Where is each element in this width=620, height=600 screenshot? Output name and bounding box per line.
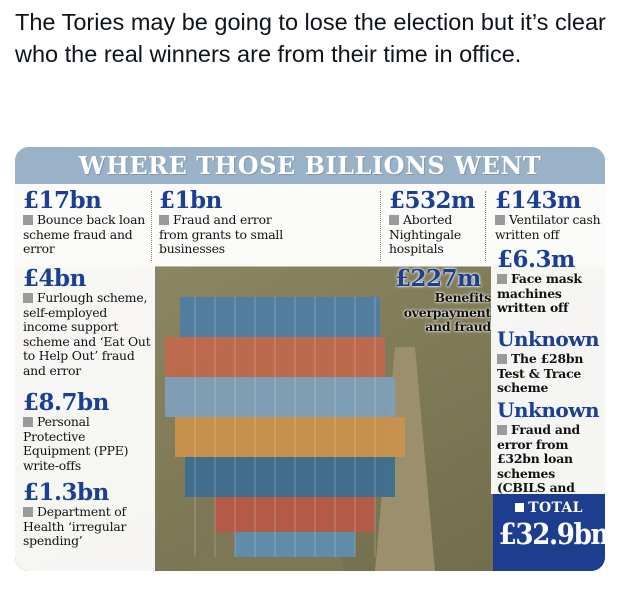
item-description: Ventilator cash written off [495,212,601,242]
column-divider [485,191,486,261]
item-test-trace: Unknown The £28bn Test & Trace scheme [497,327,603,396]
right-column-panel [491,266,605,494]
item-amount: £1.3bn [23,479,109,506]
item-amount: £17bn [23,187,102,214]
item-ppe: £8.7bn Personal Protective Equipment (PP… [23,390,153,473]
infographic-title-banner: WHERE THOSE BILLIONS WENT [15,147,605,184]
bullet-square-icon [515,503,525,512]
bullet-square-icon [23,417,33,427]
item-bounce-back: £17bn Bounce back loan scheme fraud and … [23,188,148,257]
column-divider [151,191,152,261]
item-face-mask: £6.3m Face mask machines written off [497,247,603,316]
item-amount: £143m [495,187,581,214]
top-row-strip [15,184,605,266]
item-description: Fraud and error from grants to small bus… [159,212,283,257]
total-value: £32.9bn [498,517,605,551]
item-health-dept: £1.3bn Department of Health ‘irregular s… [23,480,153,549]
bullet-square-icon [497,425,507,435]
item-amount: £8.7bn [23,389,109,416]
item-description: Furlough scheme, self-employed income su… [23,290,151,378]
item-description: Face mask machines written off [497,271,582,316]
bullet-square-icon [23,215,33,225]
bullet-square-icon [23,293,33,303]
item-description: The £28bn Test & Trace scheme [497,351,584,396]
bullet-square-icon [497,354,507,364]
item-amount: £227m [395,265,481,292]
bullet-square-icon [389,215,399,225]
item-furlough: £4bn Furlough scheme, self-employed inco… [23,266,153,379]
bullet-square-icon [159,215,169,225]
item-amount: Unknown [497,398,599,422]
left-column-panel [15,266,155,571]
infographic-title: WHERE THOSE BILLIONS WENT [78,151,542,180]
item-description: Personal Protective Equipment (PPE) writ… [23,414,129,473]
item-ventilator: £143m Ventilator cash written off [495,188,603,242]
bullet-square-icon [495,215,505,225]
item-amount: £532m [389,187,475,214]
item-nightingale: £532m Aborted Nightingale hospitals [389,188,481,257]
item-description: Department of Health ‘irregular spending… [23,504,127,549]
item-fraud-grants: £1bn Fraud and error from grants to smal… [159,188,284,257]
item-amount: £1bn [159,187,222,214]
tweet-text: The Tories may be going to lose the elec… [15,9,606,67]
total-box: TOTAL £32.9bn [493,494,605,571]
column-divider [380,191,381,261]
item-benefits: £227m Benefits overpayment and fraud [395,266,491,335]
item-amount: £6.3m [497,246,575,273]
item-description: Benefits overpayment and fraud [403,290,491,335]
item-description: Aborted Nightingale hospitals [389,212,462,257]
item-amount: Unknown [497,327,599,351]
infographic-image[interactable]: WHERE THOSE BILLIONS WENT £17bn Bounce b… [15,147,605,571]
bullet-square-icon [497,274,507,284]
item-amount: £4bn [23,265,86,292]
bullet-square-icon [23,507,33,517]
item-description: Bounce back loan scheme fraud and error [23,212,146,257]
total-label: TOTAL [493,500,605,516]
